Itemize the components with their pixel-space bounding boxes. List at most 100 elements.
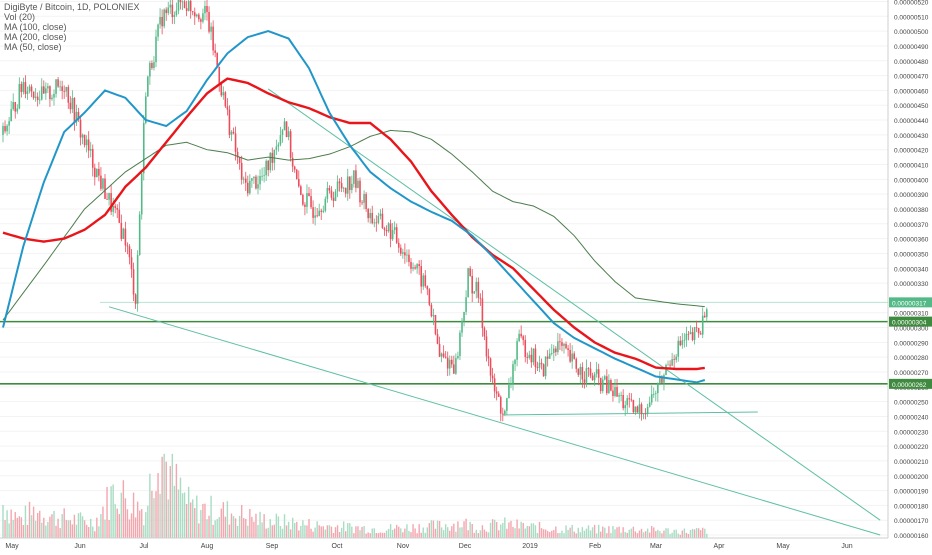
volume-bar <box>538 521 541 538</box>
volume-bar <box>247 525 249 538</box>
candle-body <box>249 180 251 194</box>
ma200-line <box>2 129 705 321</box>
volume-bar <box>351 526 353 538</box>
volume-bar <box>489 522 492 538</box>
volume-bar <box>367 532 369 538</box>
volume-bar <box>126 509 129 538</box>
volume-bar <box>202 503 204 538</box>
volume-bar <box>559 532 561 538</box>
candle-body <box>455 358 457 374</box>
y-tick-label: 0.00000510 <box>894 14 929 21</box>
candle-body <box>77 111 80 120</box>
volume-bar <box>334 527 337 538</box>
volume-bar <box>622 527 624 538</box>
x-tick-label: Sep <box>266 543 279 550</box>
volume-bar <box>522 522 524 538</box>
candle-body <box>587 368 590 370</box>
candle-body <box>550 353 553 354</box>
candle-body <box>79 119 82 138</box>
volume-bar <box>481 525 484 538</box>
volume-bar <box>238 515 241 538</box>
candle-body <box>189 0 192 12</box>
y-tick-label: 0.00000240 <box>894 414 929 421</box>
candle-body <box>379 213 382 216</box>
volume-bar <box>236 525 239 538</box>
candle-body <box>314 215 316 218</box>
volume-bar <box>45 525 47 538</box>
volume-bar <box>565 525 567 538</box>
candle-body <box>43 86 45 94</box>
candle-body <box>49 86 51 100</box>
candle-body <box>22 82 25 92</box>
volume-bar <box>179 477 182 538</box>
volume-bar <box>338 532 341 538</box>
volume-bar <box>361 526 363 538</box>
candle-body <box>640 404 643 415</box>
volume-bar <box>465 518 467 538</box>
volume-bar <box>67 520 69 538</box>
volume-bar <box>189 502 192 538</box>
candle-body <box>134 294 137 304</box>
y-tick-label: 0.00000290 <box>894 340 929 347</box>
candle-body <box>424 275 427 287</box>
candle-body <box>373 222 376 224</box>
candle-body <box>279 135 282 145</box>
candle-body <box>83 134 86 146</box>
candle-body <box>575 358 578 369</box>
candle-body <box>53 93 55 98</box>
volume-bar <box>228 524 231 538</box>
volume-bar <box>251 516 253 538</box>
volume-bar <box>210 495 212 538</box>
candle-body <box>606 376 608 394</box>
volume-bar <box>120 492 123 538</box>
candle-body <box>318 210 320 216</box>
candle-body <box>122 228 125 239</box>
volume-bar <box>667 528 669 538</box>
candle-body <box>132 269 135 295</box>
candle-body <box>616 387 618 397</box>
volume-bar <box>330 526 333 538</box>
candle-body <box>608 380 610 394</box>
candle-body <box>659 376 661 384</box>
candle-body <box>573 353 575 359</box>
volume-bar <box>347 523 349 538</box>
volume-bar <box>589 530 592 538</box>
candle-body <box>98 168 100 176</box>
volume-bar <box>77 513 80 538</box>
volume-bar <box>263 514 265 538</box>
volume-bar <box>363 526 365 538</box>
volume-bar <box>510 520 512 538</box>
volume-bar <box>444 524 447 538</box>
candle-body <box>434 315 437 335</box>
volume-bar <box>581 527 584 538</box>
candle-body <box>489 358 492 376</box>
x-tick-label: Feb <box>589 543 601 550</box>
candle-body <box>71 98 74 110</box>
candle-body <box>440 353 443 357</box>
candle-body <box>267 160 269 171</box>
candle-body <box>118 209 121 223</box>
candle-body <box>518 333 520 342</box>
candle-body <box>161 16 163 27</box>
candle-body <box>371 212 374 224</box>
candle-body <box>412 267 414 269</box>
candle-body <box>110 193 112 212</box>
volume-bar <box>634 531 637 538</box>
candle-body <box>130 257 133 270</box>
candle-body <box>153 62 155 69</box>
candle-body <box>591 375 594 381</box>
candle-body <box>526 356 529 358</box>
candle-body <box>257 184 259 189</box>
volume-bar <box>677 533 679 538</box>
candle-body <box>116 208 119 210</box>
candle-body <box>648 402 651 407</box>
candle-body <box>336 181 339 192</box>
candle-body <box>218 67 221 85</box>
volume-bar <box>683 528 686 538</box>
volume-bar <box>157 473 159 538</box>
candle-body <box>81 134 84 138</box>
candle-body <box>204 5 206 14</box>
y-tick-label: 0.00000310 <box>894 311 929 318</box>
